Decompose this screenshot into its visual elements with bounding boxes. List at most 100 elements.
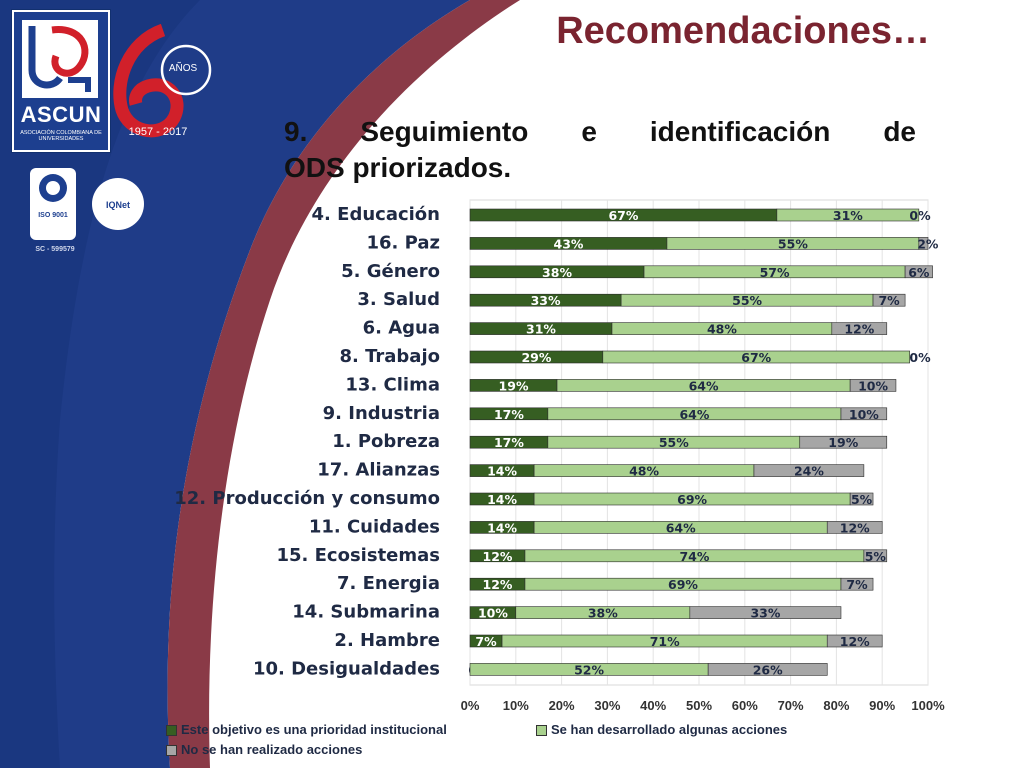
sixty-years-emblem-icon <box>113 23 212 138</box>
logo-subtext: ASOCIACIÓN COLOMBIANA DE UNIVERSIDADES <box>20 130 102 142</box>
bar-segment <box>849 492 874 506</box>
bar-segment <box>872 293 906 307</box>
data-label: 12% <box>840 634 870 649</box>
category-label: 2. Hambre <box>334 630 440 651</box>
data-label: 57% <box>760 265 790 280</box>
legend-label-priority: Este objetivo es una prioridad instituci… <box>181 722 447 737</box>
bar-segment <box>831 322 888 335</box>
data-label: 74% <box>679 549 709 564</box>
category-label: 14. Submarina <box>292 602 440 623</box>
data-label: 43% <box>554 236 584 251</box>
bar-segment <box>602 350 910 364</box>
x-tick-label: 20% <box>549 698 575 713</box>
ascun-logo: ASCUN ASOCIACIÓN COLOMBIANA DE UNIVERSID… <box>12 10 110 152</box>
data-label: 0% <box>909 208 931 223</box>
category-label: 9. Industria <box>323 403 440 424</box>
legend-item-priority: Este objetivo es una prioridad instituci… <box>166 722 447 737</box>
x-tick-label: 0% <box>461 698 480 713</box>
legend-label-some-actions: Se han desarrollado algunas acciones <box>551 722 788 737</box>
category-label: 7. Energia <box>337 573 440 594</box>
x-tick-label: 60% <box>732 698 758 713</box>
subtitle-line-1: 9. Seguimiento e identificación de <box>284 116 916 147</box>
data-label: 52% <box>574 662 604 677</box>
data-label: 7% <box>475 634 497 649</box>
category-label: 4. Educación <box>312 204 440 225</box>
category-label: 8. Trabajo <box>339 346 440 367</box>
data-label: 10% <box>849 407 879 422</box>
data-label: 55% <box>659 435 689 450</box>
data-label: 7% <box>878 293 900 308</box>
x-tick-label: 90% <box>869 698 895 713</box>
bar-segment <box>918 237 929 250</box>
page-title: Recomendaciones… <box>556 10 930 52</box>
certificate-code: SC - 599579 <box>35 246 75 253</box>
bar-segment <box>776 208 920 222</box>
x-tick-label: 80% <box>823 698 849 713</box>
iqnet-badge <box>92 178 144 230</box>
x-tick-label: 100% <box>911 698 945 713</box>
category-label: 5. Género <box>341 261 440 282</box>
bar-segment <box>904 265 933 279</box>
category-label: 3. Salud <box>357 289 440 310</box>
bar-segment <box>849 379 897 392</box>
bar-segment <box>826 521 883 534</box>
x-tick-label: 40% <box>640 698 666 713</box>
bar-segment <box>840 407 888 421</box>
data-label: 64% <box>679 407 709 422</box>
data-label: 6% <box>908 265 930 280</box>
data-label: 67% <box>741 350 771 365</box>
bar-segment <box>689 606 842 619</box>
data-label: 14% <box>487 464 517 479</box>
data-label: 55% <box>778 236 808 251</box>
ascun-emblem-icon <box>22 20 98 98</box>
data-label: 0% <box>909 350 931 365</box>
bar-segment <box>799 435 888 449</box>
data-label: 33% <box>750 606 780 621</box>
x-tick-label: 50% <box>686 698 712 713</box>
data-label: 29% <box>521 350 551 365</box>
data-label: 2% <box>917 236 939 251</box>
data-label: 48% <box>629 464 659 479</box>
anniversary-years: 1957 - 2017 <box>128 126 188 138</box>
icontec-seal-icon <box>39 174 67 202</box>
legend-swatch-no-actions <box>166 745 177 757</box>
data-label: 64% <box>689 378 719 393</box>
bar-segment <box>840 577 874 591</box>
data-label: 19% <box>499 378 529 393</box>
bar-segment <box>826 634 883 648</box>
data-label: 48% <box>707 322 737 337</box>
data-label: 55% <box>732 293 762 308</box>
data-label: 17% <box>494 407 524 422</box>
data-label: 33% <box>531 293 561 308</box>
legend-label-no-actions: No se han realizado acciones <box>181 742 363 757</box>
data-label: 17% <box>494 435 524 450</box>
data-label: 64% <box>666 520 696 535</box>
data-label: 12% <box>483 549 513 564</box>
logo-text: ASCUN <box>20 102 102 127</box>
data-label: 38% <box>588 606 618 621</box>
category-label: 16. Paz <box>367 232 441 253</box>
bar-segment <box>753 464 865 477</box>
bar-segment <box>707 663 828 676</box>
data-label: 12% <box>844 322 874 337</box>
data-label: 71% <box>650 634 680 649</box>
data-label: 5% <box>851 492 873 507</box>
data-label: 19% <box>828 435 858 450</box>
category-label: 12. Producción y consumo <box>174 488 440 509</box>
data-label: 14% <box>487 520 517 535</box>
category-label: 1. Pobreza <box>332 431 440 452</box>
subtitle-line-2: ODS priorizados. <box>284 152 512 183</box>
anniversary-label: AÑOS <box>168 63 198 74</box>
data-label: 24% <box>794 464 824 479</box>
category-label: 10. Desigualdades <box>253 658 440 679</box>
iqnet-label: IQNet <box>105 200 130 210</box>
data-label: 7% <box>846 577 868 592</box>
data-label: 38% <box>542 265 572 280</box>
data-label: 67% <box>608 208 638 223</box>
legend-swatch-priority <box>166 725 177 737</box>
iso-label: ISO 9001 <box>38 212 68 219</box>
x-tick-label: 30% <box>594 698 620 713</box>
data-label: 12% <box>483 577 513 592</box>
category-label: 17. Alianzas <box>317 460 440 481</box>
legend-item-no-actions: No se han realizado acciones <box>166 742 362 757</box>
